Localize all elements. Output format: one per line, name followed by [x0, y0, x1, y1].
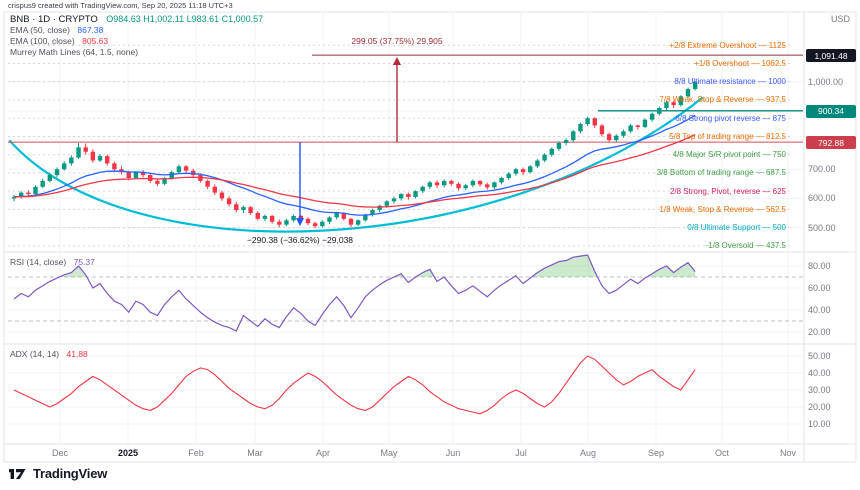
- symbol-ohlc-values: O984.63 H1,002.11 L983.61 C1,000.57: [106, 14, 264, 24]
- currency-label: USD: [831, 14, 851, 24]
- ema100-legend-row[interactable]: EMA (100, close) 805.63: [10, 36, 263, 47]
- tradingview-wordmark[interactable]: TradingView: [33, 466, 108, 481]
- adx-legend-row[interactable]: ADX (14, 14) 41.88: [10, 349, 88, 359]
- price-range-down-label: −290.38 (−36.62%) −29,038: [246, 235, 354, 245]
- ema100-label: EMA (100, close): [10, 36, 75, 46]
- time-axis[interactable]: [4, 444, 804, 462]
- tradingview-logo-icon[interactable]: [8, 466, 28, 481]
- price-axis[interactable]: [804, 12, 856, 444]
- rsi-label: RSI (14, close): [10, 257, 67, 267]
- attribution-text: crispus9 created with TradingView.com, S…: [8, 1, 233, 10]
- symbol-legend-row[interactable]: BNB · 1D · CRYPTO O984.63 H1,002.11 L983…: [10, 14, 263, 25]
- murrey-label: Murrey Math Lines (64, 1.5, none): [10, 47, 139, 57]
- rsi-legend-row[interactable]: RSI (14, close) 75.37: [10, 257, 95, 267]
- main-legend: BNB · 1D · CRYPTO O984.63 H1,002.11 L983…: [10, 14, 263, 58]
- symbol-title: BNB · 1D · CRYPTO: [10, 14, 98, 25]
- adx-label: ADX (14, 14): [10, 349, 60, 359]
- price-range-up-label: 299.05 (37.75%) 29,905: [351, 36, 443, 46]
- rsi-value: 75.37: [73, 257, 95, 267]
- ema50-legend-row[interactable]: EMA (50, close) 867.38: [10, 25, 263, 36]
- ema100-value: 805.63: [82, 36, 109, 46]
- footer: TradingView: [8, 466, 107, 481]
- murrey-legend-row[interactable]: Murrey Math Lines (64, 1.5, none): [10, 47, 263, 58]
- adx-value: 41.88: [66, 349, 88, 359]
- ema50-label: EMA (50, close): [10, 25, 70, 35]
- ema50-value: 867.38: [77, 25, 104, 35]
